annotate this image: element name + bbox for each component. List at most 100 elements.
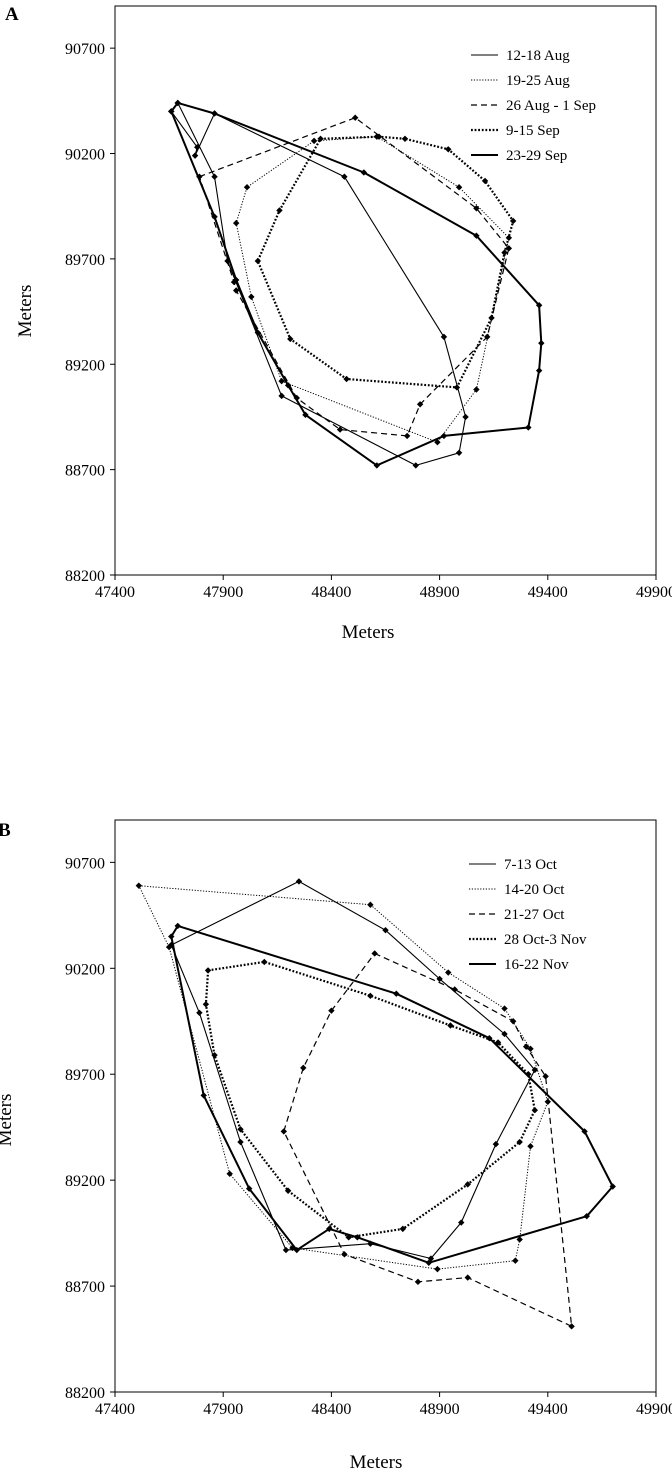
- data-point: [352, 114, 359, 121]
- series-layer: [135, 878, 616, 1330]
- data-point: [445, 146, 452, 153]
- legend-label: 9-15 Sep: [506, 123, 560, 139]
- data-point: [538, 339, 545, 347]
- x-tick-label: 47400: [95, 1401, 135, 1418]
- y-axis-label: Meters: [15, 285, 36, 338]
- data-point: [484, 333, 491, 341]
- data-point: [293, 1246, 300, 1254]
- data-point: [196, 1009, 203, 1016]
- plot-area-border: [114, 819, 657, 1393]
- data-point: [509, 1018, 517, 1025]
- y-tick-label: 90200: [65, 147, 105, 164]
- data-point: [194, 143, 201, 151]
- x-tick-label: 48400: [311, 1401, 351, 1418]
- series-line-2: [235, 136, 510, 443]
- series-line-5: [170, 924, 614, 1264]
- data-point: [455, 449, 463, 456]
- axes: 47400 47900 48400 48900 49400 49900 88200 88700…: [65, 41, 672, 601]
- data-point: [568, 1323, 575, 1330]
- data-point: [531, 1066, 539, 1074]
- legend-label: 16-22 Nov: [504, 957, 569, 973]
- y-tick-label: 88700: [65, 1279, 105, 1296]
- data-point: [609, 1183, 616, 1190]
- data-point: [373, 462, 381, 469]
- series-line-2: [138, 885, 549, 1270]
- data-point: [525, 1071, 532, 1078]
- data-point: [341, 173, 348, 180]
- legend-label: 28 Oct-3 Nov: [504, 932, 587, 948]
- data-point: [237, 1138, 244, 1146]
- data-point: [232, 219, 240, 227]
- x-tick-label: 49900: [636, 1401, 672, 1418]
- data-point: [280, 1128, 287, 1135]
- data-point: [486, 1035, 493, 1042]
- x-tick-label: 48900: [420, 584, 460, 601]
- data-point: [211, 110, 218, 117]
- legend-label: 12-18 Aug: [506, 48, 570, 64]
- data-point: [512, 1257, 519, 1264]
- data-point: [243, 184, 251, 191]
- data-point: [226, 1170, 233, 1177]
- data-point: [464, 1274, 471, 1281]
- data-point: [254, 257, 262, 265]
- y-axis-label: Meters: [0, 1094, 16, 1147]
- y-tick-label: 88200: [65, 568, 105, 585]
- x-tick-label: 47900: [203, 584, 243, 601]
- x-tick-label: 48400: [311, 584, 351, 601]
- data-point: [367, 992, 374, 1000]
- data-point: [458, 1219, 465, 1226]
- data-point: [371, 950, 378, 957]
- data-point: [336, 426, 344, 433]
- data-point: [501, 1005, 508, 1012]
- data-point: [382, 926, 389, 934]
- data-point: [427, 1255, 435, 1262]
- legend-label: 7-13 Oct: [504, 857, 558, 873]
- data-point: [481, 177, 489, 185]
- y-tick-label: 89700: [65, 252, 105, 269]
- data-point: [191, 152, 199, 159]
- data-point: [343, 375, 350, 383]
- data-point: [300, 1064, 307, 1072]
- data-point: [302, 411, 309, 419]
- data-point: [473, 386, 480, 393]
- y-tick-label: 89200: [65, 357, 105, 374]
- data-point: [248, 293, 255, 301]
- data-point: [341, 1251, 348, 1258]
- data-point: [284, 1187, 292, 1194]
- data-point: [516, 1236, 523, 1243]
- legend: 7-13 Oct 14-20 Oct 21-27 Oct 28 Oct-3 Nov 16…: [469, 857, 587, 973]
- data-point: [232, 276, 240, 284]
- data-point: [527, 1045, 534, 1052]
- data-point: [401, 135, 409, 142]
- legend: 12-18 Aug 19-25 Aug 26 Aug - 1 Sep 9-15 Sep…: [471, 48, 596, 164]
- data-point: [464, 1181, 471, 1188]
- axes: 47400 47900 48400 48900 49400 49900 88200 88700…: [65, 855, 672, 1418]
- data-point: [531, 1107, 539, 1114]
- panel-label: B: [0, 820, 11, 841]
- data-point: [527, 1143, 534, 1150]
- y-tick-label: 89200: [65, 1173, 105, 1190]
- data-point: [393, 990, 400, 997]
- x-tick-label: 49900: [636, 584, 672, 601]
- data-point: [455, 184, 463, 191]
- data-point: [535, 302, 543, 309]
- x-tick-label: 47400: [95, 584, 135, 601]
- legend-label: 14-20 Oct: [504, 882, 565, 898]
- data-point: [295, 878, 303, 885]
- data-point: [440, 432, 448, 440]
- data-point: [202, 1001, 210, 1008]
- series-line-3: [198, 117, 510, 437]
- x-axis-label: Meters: [342, 622, 395, 643]
- data-point: [501, 249, 508, 256]
- data-point: [425, 1259, 432, 1266]
- x-tick-label: 49400: [528, 584, 568, 601]
- data-point: [473, 205, 480, 212]
- data-point: [509, 217, 517, 225]
- data-point: [516, 1138, 523, 1146]
- data-point: [440, 333, 448, 341]
- data-point: [211, 213, 218, 220]
- series-line-4: [256, 135, 515, 389]
- data-point: [581, 1128, 588, 1135]
- data-point: [367, 901, 374, 908]
- data-point: [174, 922, 181, 930]
